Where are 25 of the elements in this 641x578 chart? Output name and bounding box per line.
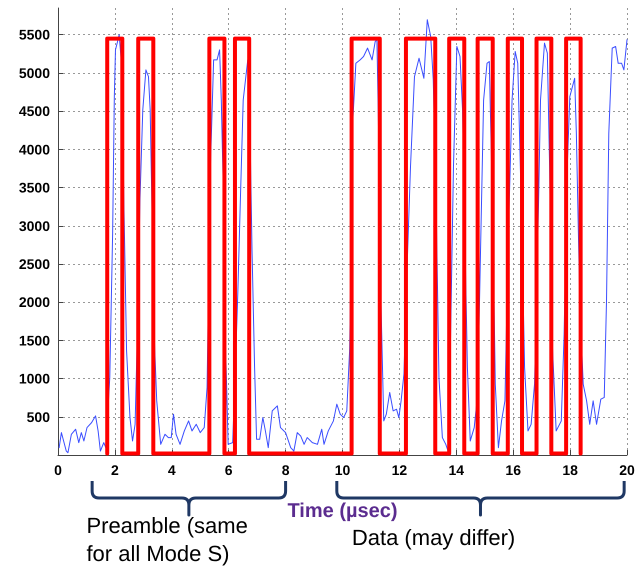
text: Data (may differ) [352,525,516,550]
x-tick-label: 20 [619,462,635,478]
x-tick-label: 2 [111,462,119,478]
x-axis-title: Time (µsec) [287,500,398,522]
x-tick-label: 6 [224,462,233,478]
x-tick-label: 18 [562,462,578,478]
x-tick-label: 10 [334,462,350,478]
y-tick-label: 2500 [18,256,50,272]
y-tick-label: 3000 [18,218,50,234]
y-tick-label: 500 [26,408,50,425]
x-tick-label: 4 [168,462,176,478]
y-tick-label: 1000 [18,370,50,387]
text: Preamble (same for all Mode S) [86,513,248,566]
x-tick-label: 14 [448,462,464,478]
x-tick-label: 12 [392,462,408,478]
y-tick-label: 5500 [18,26,50,43]
y-tick-label: 3500 [18,180,50,196]
x-tick-label: 8 [282,462,290,478]
y-tick-label: 2000 [18,294,50,310]
y-tick-label: 4500 [18,103,50,120]
y-tick-label: 4000 [18,141,50,158]
y-tick-label: 1500 [18,332,50,348]
x-tick-label: 16 [505,462,522,478]
y-tick-label: 5000 [18,64,50,81]
x-tick-label: 0 [54,462,62,478]
